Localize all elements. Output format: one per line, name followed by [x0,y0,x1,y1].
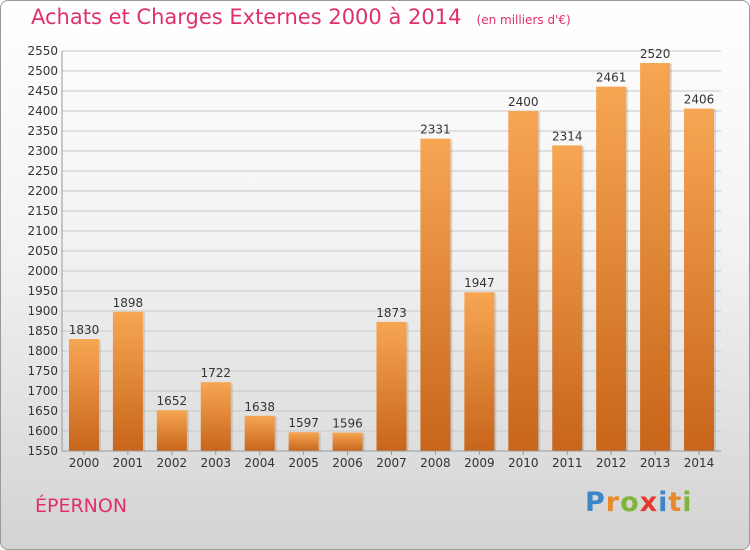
y-tick-label: 1850 [27,324,58,338]
y-tick-label: 1700 [27,384,58,398]
bar-value-label: 1638 [244,400,275,414]
bar-2012 [596,86,627,451]
y-tick-label: 1900 [27,304,58,318]
y-axis: 1550 1600 1650 1700 1750 1800 1850 1900 1950 2000… [27,44,63,458]
x-tick-label: 2012 [596,456,627,470]
y-tick-label: 2400 [27,104,58,118]
bar-value-label: 1830 [69,323,100,337]
y-tick-label: 2550 [27,44,58,58]
y-tick-label: 2450 [27,84,58,98]
logo-letter: P [585,487,606,518]
proxiti-logo[interactable]: Proxiti [585,487,693,518]
y-tick-label: 2050 [27,244,58,258]
bar-2004 [244,415,275,451]
x-tick-label: 2009 [464,456,495,470]
bar-2003 [200,382,231,451]
bar-2007 [376,321,407,451]
bar-value-label: 2461 [596,71,627,85]
bar-value-label: 1597 [288,416,319,430]
x-tick-label: 2014 [684,456,715,470]
y-tick-label: 2150 [27,204,58,218]
y-tick-label: 1950 [27,284,58,298]
bar-value-label: 2314 [552,129,583,143]
bar-labels: 1830 1898 1652 1722 1638 1597 1596 1873 2331 1947… [69,47,715,431]
bar-value-label: 1722 [200,366,231,380]
bar-value-label: 1898 [113,296,144,310]
bar-2010 [508,111,539,451]
bar-2005 [288,432,319,451]
y-tick-label: 1650 [27,404,58,418]
town-name: ÉPERNON [35,495,128,517]
bar-value-label: 2520 [640,47,671,61]
bar-value-label: 1596 [332,417,363,431]
x-tick-label: 2001 [113,456,144,470]
y-tick-label: 2000 [27,264,58,278]
bar-2013 [640,63,671,451]
y-tick-label: 1750 [27,364,58,378]
x-tick-label: 2002 [157,456,188,470]
x-tick-label: 2005 [288,456,319,470]
y-tick-label: 2300 [27,144,58,158]
y-tick-label: 2500 [27,64,58,78]
y-tick-label: 2250 [27,164,58,178]
bar-2002 [156,410,187,451]
logo-letter: i [658,487,669,518]
x-tick-label: 2013 [640,456,671,470]
y-tick-label: 2350 [27,124,58,138]
y-tick-label: 1800 [27,344,58,358]
x-tick-label: 2011 [552,456,583,470]
y-tick-label: 1550 [27,444,58,458]
bar-value-label: 1947 [464,276,495,290]
bar-value-label: 2400 [508,95,539,109]
bar-value-label: 2331 [420,123,451,137]
bar-2001 [112,311,143,451]
chart-unit: (en milliers d'€) [476,13,571,27]
x-tick-label: 2006 [332,456,363,470]
bar-2000 [68,339,99,451]
bars [68,63,717,451]
y-tick-label: 2200 [27,184,58,198]
x-axis: 2000 2001 2002 2003 2004 2005 2006 2007 2008 2009… [62,450,721,470]
bar-2006 [332,432,363,451]
logo-letter: x [639,487,659,518]
x-tick-label: 2003 [200,456,231,470]
chart-title: Achats et Charges Externes 2000 à 2014 [31,5,462,29]
bar-2009 [464,292,495,451]
bar-2014 [684,108,715,451]
x-tick-label: 2010 [508,456,539,470]
y-tick-label: 1600 [27,424,58,438]
x-tick-label: 2004 [244,456,275,470]
bar-value-label: 1873 [376,306,407,320]
logo-letter: o [620,487,640,518]
y-tick-label: 2100 [27,224,58,238]
bar-2011 [552,145,583,451]
bar-2008 [420,138,451,451]
logo-letter: t [668,487,683,518]
x-tick-label: 2008 [420,456,451,470]
logo-letter: r [605,487,621,518]
bar-value-label: 1652 [157,394,188,408]
logo-letter: i [682,487,693,518]
x-tick-label: 2007 [376,456,407,470]
title-row: Achats et Charges Externes 2000 à 2014 (… [31,5,571,29]
bar-value-label: 2406 [684,93,715,107]
x-tick-label: 2000 [69,456,100,470]
